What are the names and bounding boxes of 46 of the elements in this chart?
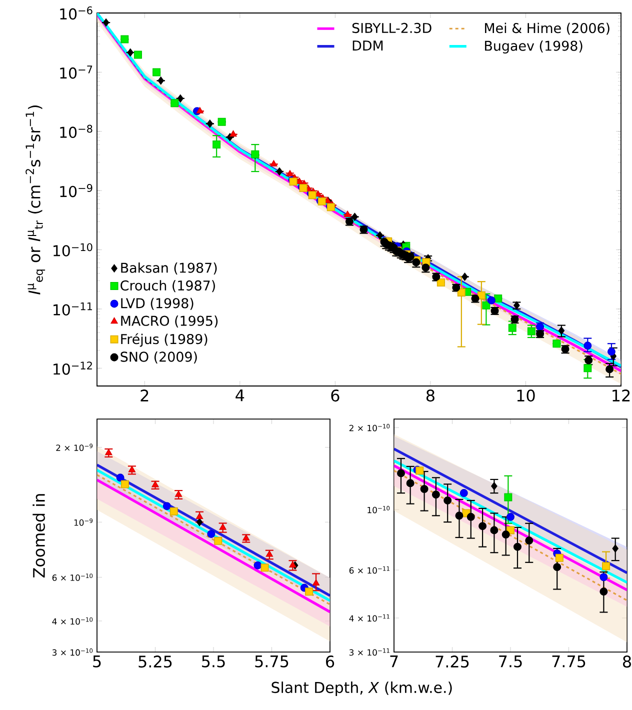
y-tick-label: 3 × 10$^{−10}$ [52,648,93,656]
y-tick-label: 6 × 10$^{−11}$ [349,566,390,574]
x-tick-label: 2 [140,390,148,402]
x-tick-label: 5.5 [202,656,225,668]
x-tick-label: 7.5 [499,656,522,668]
x-tick-label: 6 [326,656,334,668]
y-tick-label: 10$^{−8}$ [60,124,92,138]
legend-label: DDM [352,40,383,50]
y-tick-label: 10$^{−7}$ [60,66,92,79]
legend-label: LVD (1998) [121,298,194,310]
y-tick-label: 10$^{−6}$ [60,6,92,20]
legend-label: SIBYLL-2.3D [352,22,432,34]
x-axis-title: Slant Depth, X (km.w.e.) [272,682,452,696]
x-tick-label: 8 [623,656,631,668]
x-tick-label: 4 [236,390,244,402]
y-tick-label: 6 × 10$^{−10}$ [52,574,93,581]
text: I$^{μ}$$_{eq}$ or I$^{μ}$$_{tr}$ (cm$^{−2}$s$^{−1}$sr$^{−1}$) [26,106,46,294]
y-tick-label: 10$^{−10}$ [54,243,92,256]
x-tick-label: 5 [93,656,101,668]
y-tick-label: 4 × 10$^{−11}$ [349,614,390,622]
x-tick-label: 6 [331,390,340,402]
y-tick-label: 2 × 10$^{−10}$ [349,424,390,432]
x-tick-label: 12 [612,390,630,402]
legend-label: Baksan (1987) [121,262,217,274]
x-tick-label: 7.25 [436,656,469,668]
y-tick-label: 2 × 10$^{−9}$ [56,444,93,452]
legend-label: SNO (2009) [120,351,197,364]
legend-label: Bugaev (1998) [485,40,582,54]
y-tick-label: 10$^{−10}$ [368,506,390,514]
legend-label: Fréjus (1989) [121,333,208,347]
x-tick-label: 8 [426,390,434,402]
x-tick-label: 7 [390,656,398,668]
y-axis-title: Zoomed in [32,494,45,578]
y-tick-label: 10$^{−12}$ [54,362,92,375]
legend-label: Crouch (1987) [120,280,215,292]
x-tick-label: 10 [517,390,535,402]
x-tick-label: 5.25 [138,656,172,668]
y-tick-label: 10$^{−9}$ [74,518,93,526]
legend-label: Mei & Hime (2006) [485,22,610,35]
legend-label: MACRO (1995) [121,316,218,328]
y-tick-label: 10$^{−9}$ [60,184,92,198]
y-tick-label: 10$^{−11}$ [54,302,92,316]
x-tick-label: 7.75 [552,656,586,668]
y-tick-label: 4 × 10$^{−10}$ [52,617,93,625]
x-tick-label: 5.75 [255,656,288,668]
y-tick-label: 3 × 10$^{−11}$ [349,648,390,656]
